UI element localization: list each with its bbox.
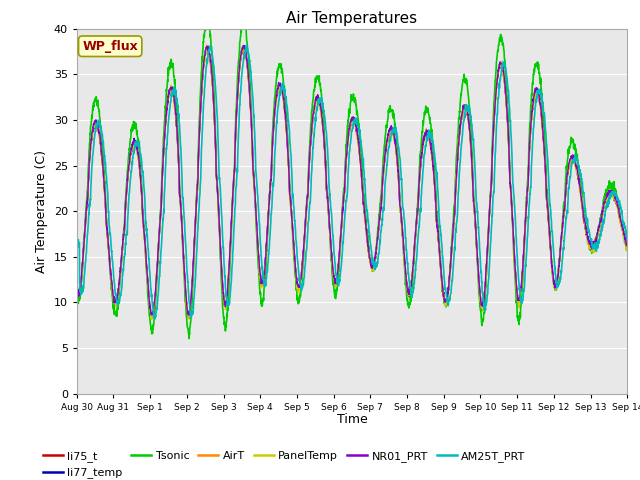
Title: Air Temperatures: Air Temperatures (287, 11, 417, 26)
X-axis label: Time: Time (337, 413, 367, 426)
Legend: li75_t, li77_temp, Tsonic, AirT, PanelTemp, NR01_PRT, AM25T_PRT: li75_t, li77_temp, Tsonic, AirT, PanelTe… (38, 446, 530, 480)
Y-axis label: Air Temperature (C): Air Temperature (C) (35, 150, 48, 273)
Text: WP_flux: WP_flux (83, 40, 138, 53)
